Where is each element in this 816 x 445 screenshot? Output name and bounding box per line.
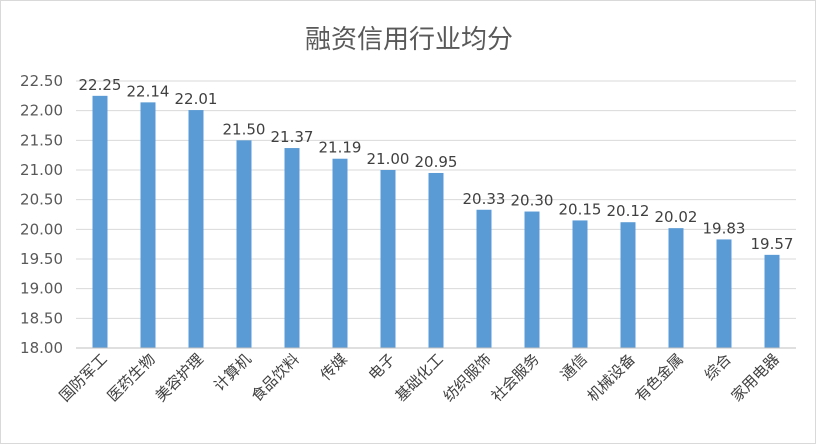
y-tick-label: 19.00 xyxy=(20,280,63,298)
y-tick-label: 21.50 xyxy=(20,131,63,149)
data-label: 21.19 xyxy=(319,139,362,157)
data-label: 21.00 xyxy=(367,150,410,168)
bar xyxy=(284,148,300,348)
x-tick-label: 综合 xyxy=(701,350,735,384)
y-tick-label: 18.00 xyxy=(20,339,63,357)
x-tick-label: 基础化工 xyxy=(392,350,447,405)
bar xyxy=(380,170,396,348)
data-label: 19.83 xyxy=(703,219,746,237)
bar xyxy=(428,172,444,348)
bar xyxy=(476,209,492,348)
bar xyxy=(140,102,156,348)
data-label: 21.50 xyxy=(223,120,266,138)
data-label: 22.14 xyxy=(127,82,170,100)
x-tick-label: 机械设备 xyxy=(584,350,639,405)
bar xyxy=(620,222,636,348)
x-tick-label: 纺织服饰 xyxy=(440,350,495,405)
x-tick-label: 计算机 xyxy=(210,350,255,395)
x-tick-label: 美容护理 xyxy=(152,350,207,405)
bar xyxy=(92,95,108,348)
x-tick-label: 家用电器 xyxy=(728,350,783,405)
x-tick-label: 有色金属 xyxy=(632,350,687,405)
y-tick-label: 20.50 xyxy=(20,191,63,209)
y-tick-label: 22.00 xyxy=(20,102,63,120)
data-label: 20.15 xyxy=(559,200,602,218)
bar xyxy=(668,228,684,348)
bar xyxy=(716,239,732,348)
y-tick-label: 19.50 xyxy=(20,250,63,268)
x-tick-label: 传媒 xyxy=(317,350,351,384)
x-tick-label: 医药生物 xyxy=(104,350,159,405)
x-tick-label: 食品饮料 xyxy=(248,350,303,405)
y-tick-label: 18.50 xyxy=(20,309,63,327)
data-label: 22.01 xyxy=(175,90,218,108)
y-tick-label: 21.00 xyxy=(20,161,63,179)
data-label: 20.33 xyxy=(463,190,506,208)
bar xyxy=(188,110,204,348)
bar xyxy=(524,211,540,348)
x-tick-label: 电子 xyxy=(365,350,399,384)
bar xyxy=(332,158,348,348)
y-tick-label: 20.00 xyxy=(20,220,63,238)
data-label: 19.57 xyxy=(751,235,794,253)
data-label: 20.30 xyxy=(511,192,554,210)
chart-title: 融资信用行业均分 xyxy=(304,25,513,55)
x-tick-label: 国防军工 xyxy=(56,350,111,405)
data-label: 21.37 xyxy=(271,128,314,146)
bar xyxy=(764,254,780,348)
bar xyxy=(236,140,252,348)
data-label: 20.12 xyxy=(607,202,650,220)
x-tick-label: 通信 xyxy=(557,350,591,384)
y-tick-label: 22.50 xyxy=(20,72,63,90)
x-tick-label: 社会服务 xyxy=(488,350,543,405)
data-label: 20.02 xyxy=(655,208,698,226)
data-label: 20.95 xyxy=(415,153,458,171)
bar xyxy=(572,220,588,348)
data-label: 22.25 xyxy=(79,76,122,94)
